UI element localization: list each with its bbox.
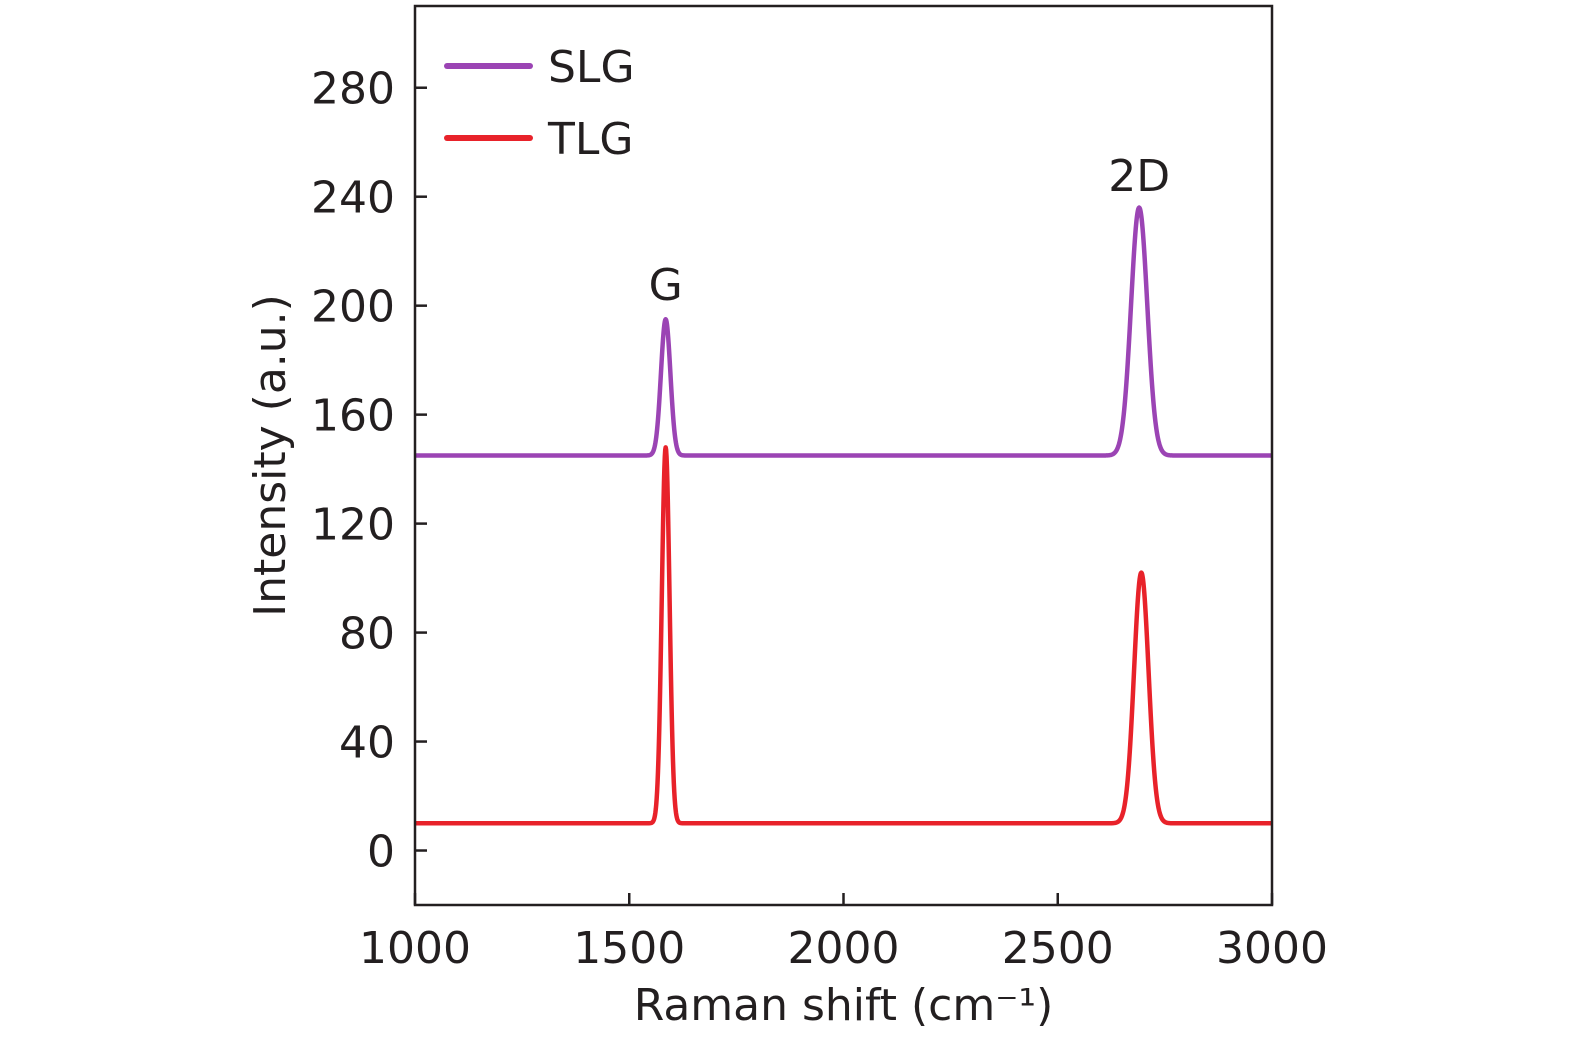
x-axis-label: Raman shift (cm⁻¹)	[634, 980, 1054, 1031]
series-line-slg	[413, 205, 1274, 458]
x-tick-label: 2000	[788, 923, 900, 974]
x-tick-label: 1500	[573, 923, 685, 974]
plot-frame	[413, 4, 1274, 907]
series-layer	[413, 205, 1274, 826]
peak-label-g: G	[649, 260, 683, 311]
legend: SLG TLG	[444, 42, 635, 165]
peak-annotations: G 2D	[649, 151, 1170, 311]
x-tick-label: 2500	[1002, 923, 1114, 974]
y-tick-label: 160	[311, 391, 395, 442]
y-tick-label: 120	[311, 500, 395, 551]
y-tick-label: 240	[311, 173, 395, 224]
series-line-tlg	[413, 445, 1274, 826]
x-tick-label: 1000	[359, 923, 471, 974]
y-axis-label: Intensity (a.u.)	[245, 294, 296, 617]
y-tick-label: 200	[311, 282, 395, 333]
peak-label-2d: 2D	[1108, 151, 1170, 202]
y-tick-label: 40	[339, 718, 395, 769]
y-tick-label: 0	[367, 827, 395, 878]
x-tick-label: 3000	[1216, 923, 1328, 974]
y-tick-label: 280	[311, 64, 395, 115]
y-tick-label: 80	[339, 609, 395, 660]
legend-label-slg: SLG	[548, 42, 635, 93]
legend-label-tlg: TLG	[547, 114, 634, 165]
ticks-layer: 1000 1500 2000 2500 3000 0 40 80 120 160 200 240 280	[311, 64, 1328, 974]
